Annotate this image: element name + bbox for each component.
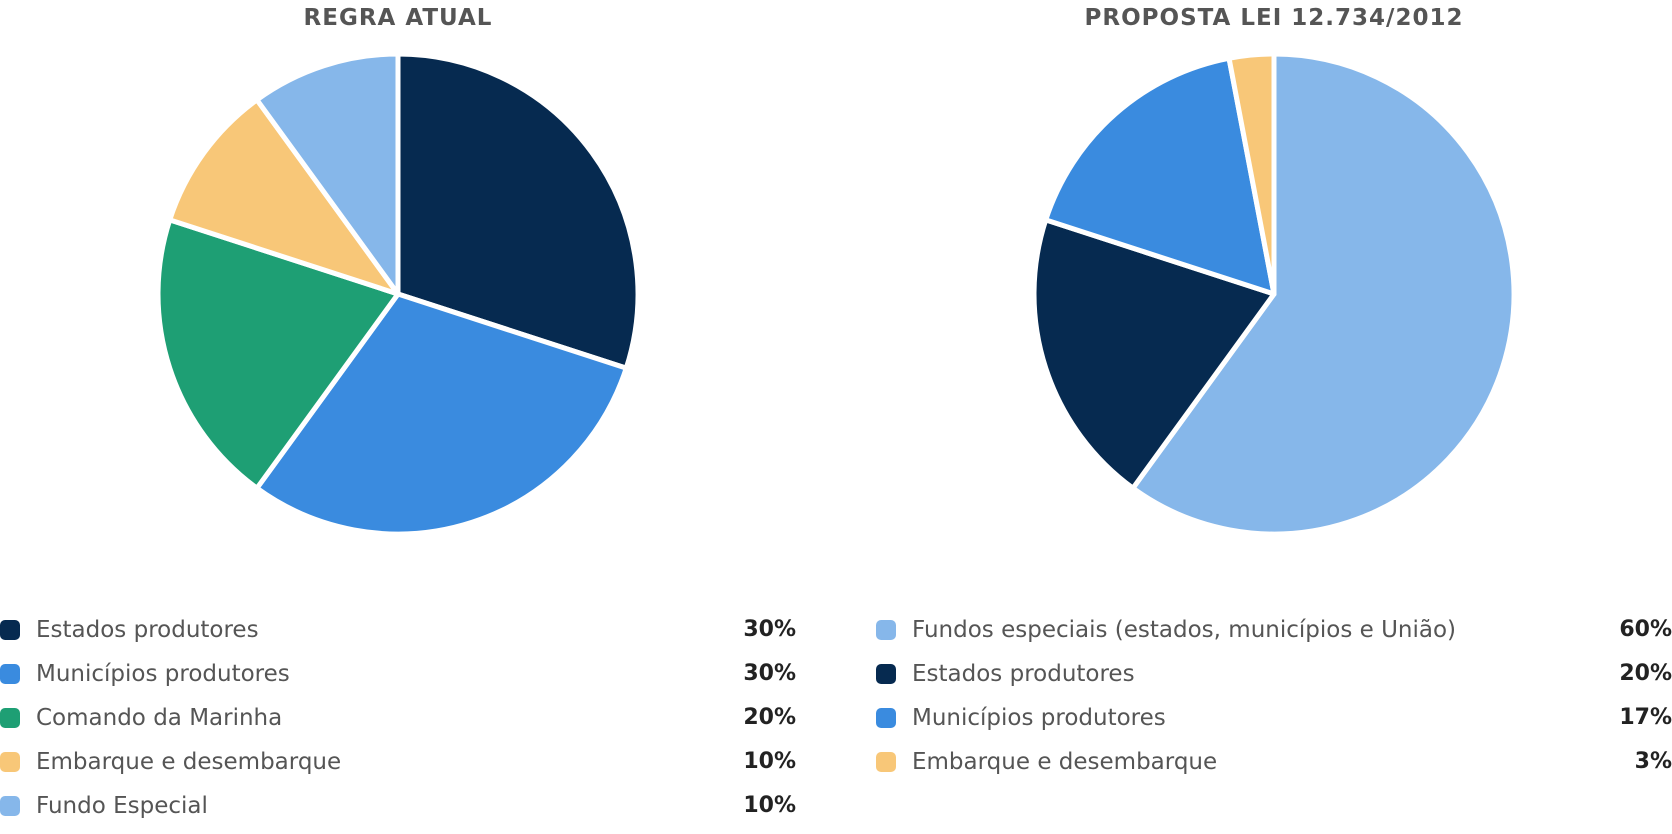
legend-value: 17% [1619,705,1672,730]
legend-swatch [876,708,896,728]
legend-label: Fundo Especial [36,793,208,819]
legend-label: Estados produtores [912,661,1135,687]
legend-item: Fundos especiais (estados, municípios e … [876,614,1672,658]
legend-swatch [876,752,896,772]
legend-label: Embarque e desembarque [912,749,1218,775]
legend-value: 10% [743,793,796,818]
chart-title: REGRA ATUAL [303,5,493,31]
legend-value: 60% [1619,617,1672,642]
legend-item: Embarque e desembarque 10% [0,746,796,790]
legend-item: Municípios produtores 17% [876,702,1672,746]
pie-chart-proposta-lei: PROPOSTA LEI 12.734/2012 Fundos especiai… [876,0,1672,820]
legend-value: 3% [1634,749,1672,774]
legend-item: Municípios produtores 30% [0,658,796,702]
legend-swatch [0,664,20,684]
legend-value: 10% [743,749,796,774]
pie-slice-2 [1031,217,1277,491]
legend-value: 20% [743,705,796,730]
legend-label: Municípios produtores [36,661,290,687]
legend-item: Fundo Especial 10% [0,790,796,834]
pie-slice-3 [155,217,401,491]
legend-item: Estados produtores 20% [876,658,1672,702]
pie-slice-4 [1226,51,1277,297]
pie-slice-4 [167,97,401,297]
legend-value: 30% [743,617,796,642]
legend-swatch [0,620,20,640]
pie-plot [1031,51,1517,537]
legend-label: Estados produtores [36,617,259,643]
pie-slice-5 [254,51,401,297]
legend-label: Embarque e desembarque [36,749,342,775]
legend: Estados produtores 30% Municípios produtor… [0,614,796,834]
legend-swatch [0,796,20,816]
legend-label: Comando da Marinha [36,705,283,731]
legend-item: Estados produtores 30% [0,614,796,658]
pie-slice-3 [1043,55,1277,297]
legend-value: 20% [1619,661,1672,686]
pie-slice-1 [1130,51,1517,537]
pie-chart-regra-atual: REGRA ATUAL Estados produtores 30% Municíp… [0,0,800,820]
pie-slice-2 [254,291,629,537]
legend-swatch [876,620,896,640]
legend-swatch [876,664,896,684]
legend-item: Comando da Marinha 20% [0,702,796,746]
legend-swatch [0,752,20,772]
legend-value: 30% [743,661,796,686]
legend: Fundos especiais (estados, municípios e … [876,614,1672,790]
legend-label: Municípios produtores [912,705,1166,731]
pie-plot [155,51,641,537]
pie-slice-1 [395,51,641,371]
chart-title: PROPOSTA LEI 12.734/2012 [1084,5,1464,31]
legend-item: Embarque e desembarque 3% [876,746,1672,790]
legend-swatch [0,708,20,728]
legend-label: Fundos especiais (estados, municípios e … [912,617,1457,643]
